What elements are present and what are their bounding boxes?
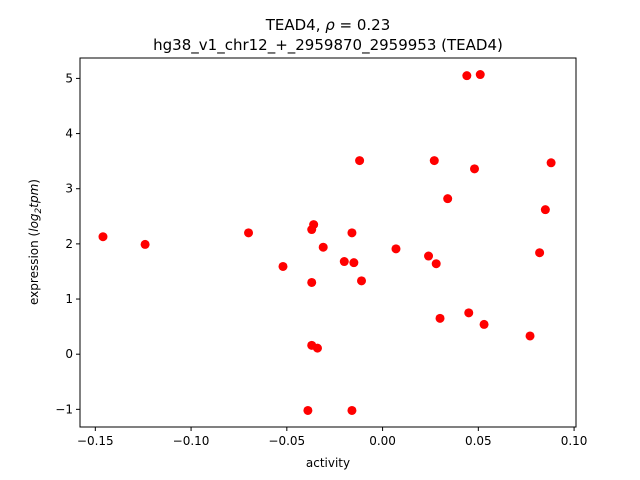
x-axis-label: activity xyxy=(306,456,350,470)
data-point-11 xyxy=(339,257,349,267)
data-point-13 xyxy=(347,405,357,415)
y-axis-ticks: −1 0 1 2 3 4 5 xyxy=(55,71,80,416)
data-point-24 xyxy=(464,308,474,318)
data-point-16 xyxy=(357,276,367,286)
data-point-9 xyxy=(312,343,322,353)
data-point-12 xyxy=(347,228,357,238)
x-tick-label-0: −0.15 xyxy=(77,434,114,448)
data-point-20 xyxy=(431,259,441,269)
y-axis-label: expression (log2tpm) xyxy=(27,179,44,305)
data-point-29 xyxy=(535,248,545,258)
y-tick-label-5: 4 xyxy=(65,127,73,141)
y-tick-label-4: 3 xyxy=(65,182,73,196)
data-point-27 xyxy=(479,319,489,329)
data-point-19 xyxy=(429,156,439,166)
data-point-4 xyxy=(303,405,313,415)
data-point-23 xyxy=(462,71,472,81)
y-tick-label-3: 2 xyxy=(65,237,73,251)
data-point-15 xyxy=(355,156,365,166)
data-point-25 xyxy=(470,164,480,174)
data-point-21 xyxy=(435,313,445,323)
y-tick-label-1: 0 xyxy=(65,347,73,361)
data-point-30 xyxy=(540,205,550,215)
scatter-points xyxy=(98,70,556,415)
x-tick-label-5: 0.10 xyxy=(561,434,588,448)
data-point-6 xyxy=(307,277,317,287)
chart-title-line2: hg38_v1_chr12_+_2959870_2959953 (TEAD4) xyxy=(153,36,503,55)
plot-frame xyxy=(79,57,577,428)
y-tick-label-0: −1 xyxy=(55,402,73,416)
x-axis-ticks: −0.15 −0.10 −0.05 0.00 0.05 0.10 xyxy=(77,427,588,448)
data-point-1 xyxy=(140,239,150,249)
data-point-17 xyxy=(391,244,401,254)
y-tick-label-2: 1 xyxy=(65,292,73,306)
data-point-26 xyxy=(475,70,485,80)
data-point-8 xyxy=(309,220,319,230)
x-tick-label-2: −0.05 xyxy=(268,434,305,448)
data-point-3 xyxy=(278,261,288,271)
x-tick-label-1: −0.10 xyxy=(173,434,210,448)
data-point-2 xyxy=(244,228,254,238)
data-point-31 xyxy=(546,158,556,168)
data-point-0 xyxy=(98,232,108,242)
y-tick-label-6: 5 xyxy=(65,71,73,85)
data-point-18 xyxy=(424,251,434,261)
x-tick-label-3: 0.00 xyxy=(369,434,396,448)
data-point-10 xyxy=(318,242,328,252)
data-point-14 xyxy=(349,258,359,268)
data-point-28 xyxy=(525,331,535,341)
x-tick-label-4: 0.05 xyxy=(465,434,492,448)
chart-title-line1: TEAD4, ρ = 0.23 xyxy=(265,16,391,34)
data-point-22 xyxy=(443,194,453,204)
